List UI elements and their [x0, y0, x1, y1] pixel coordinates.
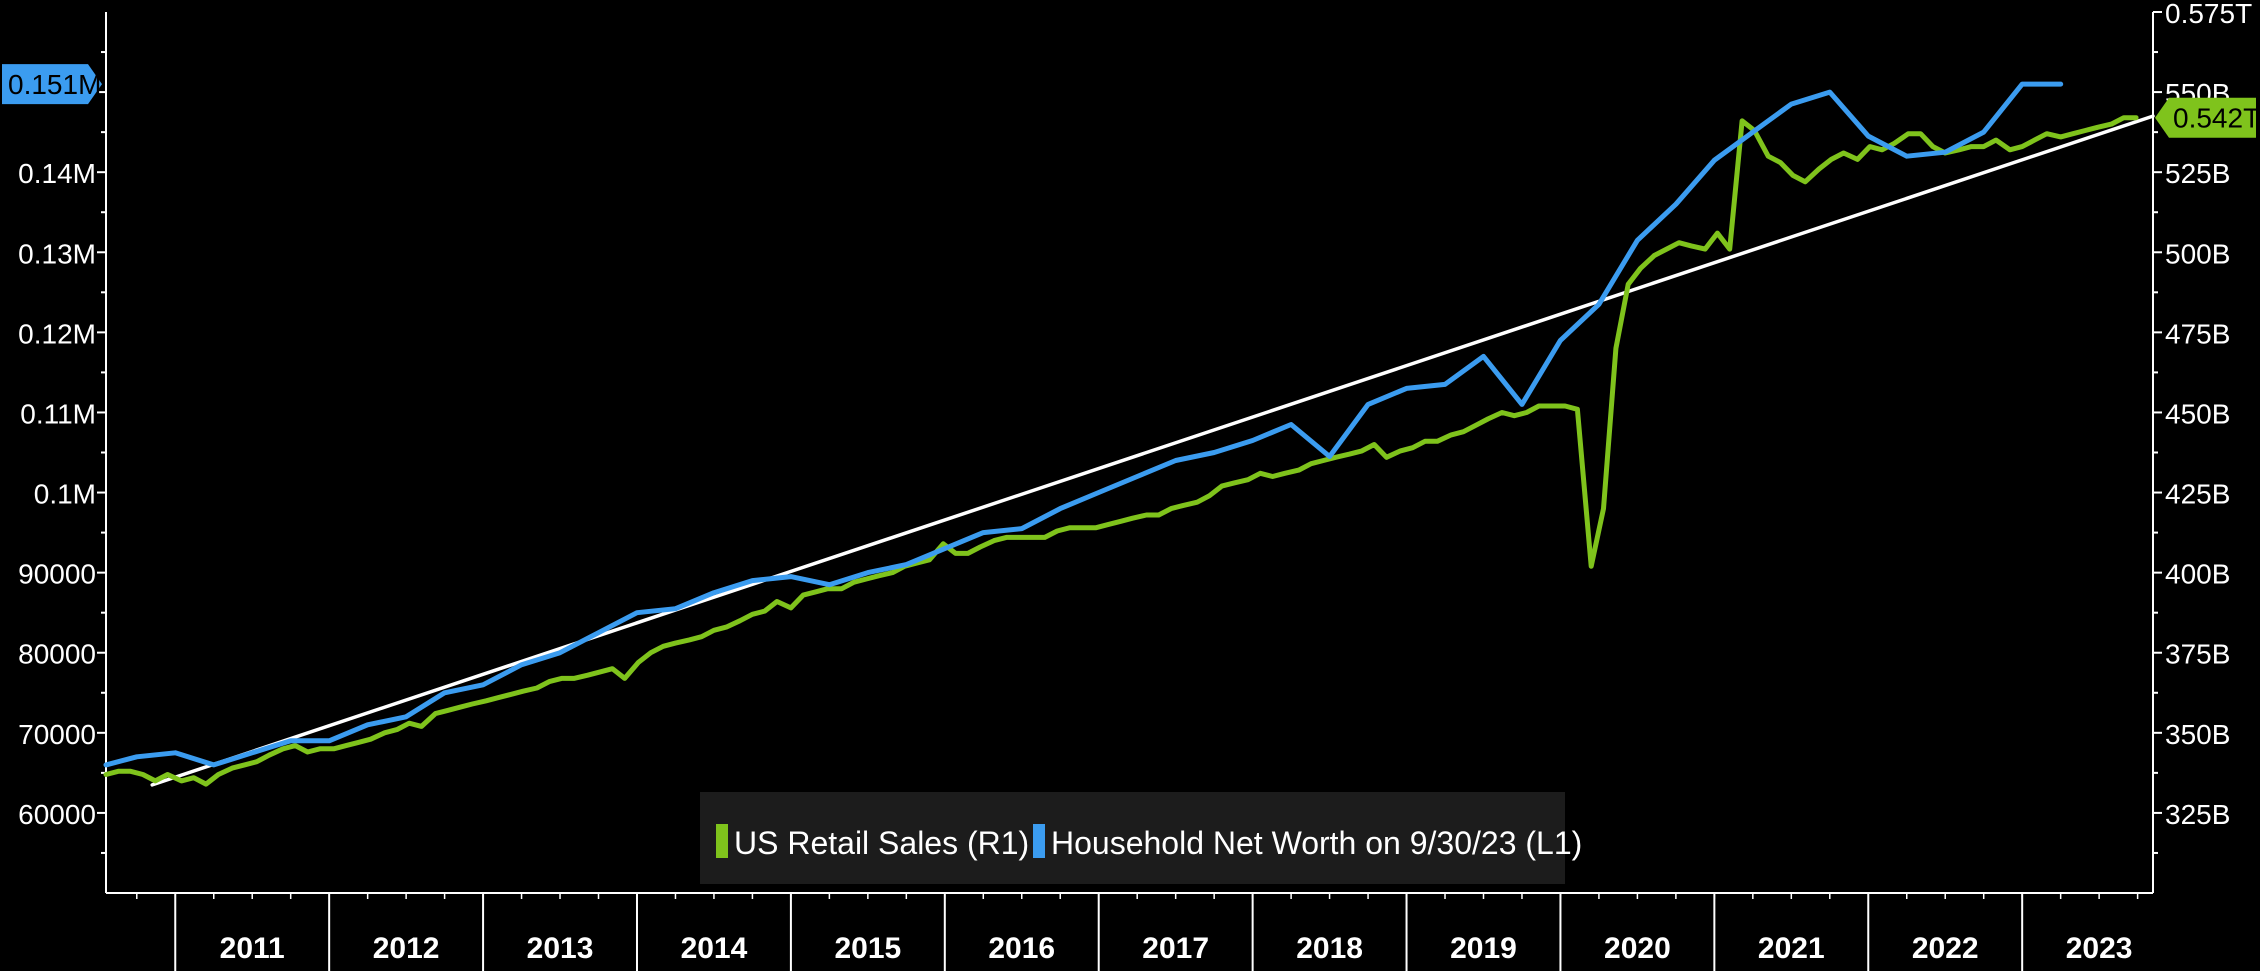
- legend-label-net-worth: Household Net Worth on 9/30/23 (L1): [1051, 825, 1582, 861]
- x-axis-tick-label: 2011: [220, 932, 285, 965]
- x-axis-tick-label: 2016: [988, 932, 1055, 965]
- left-axis-tick-label: 70000: [18, 719, 96, 750]
- trend-line: [150, 114, 2155, 787]
- right-last-value-badge: [2155, 97, 2256, 138]
- left-last-value-label: 0.151M: [8, 69, 101, 100]
- right-axis-tick-label: 375B: [2165, 639, 2230, 670]
- x-axis-tick-label: 2017: [1142, 932, 1209, 965]
- left-axis-tick-label: 0.11M: [20, 398, 96, 429]
- left-axis-tick-label: 0.13M: [18, 238, 96, 269]
- x-axis-tick-label: 2023: [2066, 932, 2133, 965]
- right-axis-tick-label: 500B: [2165, 238, 2230, 269]
- net-worth-line: [103, 81, 2064, 768]
- x-axis-tick-label: 2019: [1450, 932, 1517, 965]
- badge-layer: 0.151M 0.542T: [2, 64, 2260, 138]
- axes-layer: 60000 70000 80000 90000 0.1M 0.11M 0.12M 0.13M 0…: [18, 0, 2252, 971]
- left-axis-tick-label: 90000: [18, 559, 96, 590]
- x-axis-tick-label: 2013: [527, 932, 594, 965]
- x-axis-tick-label: 2022: [1912, 932, 1979, 965]
- legend-swatch-net-worth: [1033, 824, 1045, 858]
- x-axis-tick-label: 2018: [1296, 932, 1363, 965]
- right-last-value-label: 0.542T: [2173, 103, 2260, 134]
- right-axis-tick-label: 325B: [2165, 799, 2230, 830]
- x-axis-tick-label: 2015: [834, 932, 901, 965]
- right-axis-tick-label: 475B: [2165, 318, 2230, 349]
- left-axis-tick-label: 80000: [18, 639, 96, 670]
- right-axis-tick-label: 425B: [2165, 479, 2230, 510]
- x-axis-tick-label: 2020: [1604, 932, 1671, 965]
- left-axis-tick-label: 60000: [18, 799, 96, 830]
- x-axis-tick-label: 2021: [1758, 932, 1825, 965]
- legend-box: [700, 792, 1565, 884]
- left-last-value-badge: [2, 64, 102, 105]
- legend-swatch-retail-sales: [716, 824, 728, 858]
- right-axis-tick-label: 450B: [2165, 398, 2230, 429]
- x-axis-tick-label: 2014: [681, 932, 748, 965]
- right-axis-tick-label: 400B: [2165, 559, 2230, 590]
- left-axis-tick-label: 0.1M: [34, 479, 96, 510]
- right-axis-tick-label: 0.575T: [2165, 0, 2252, 29]
- right-axis-tick-label: 350B: [2165, 719, 2230, 750]
- retail-sales-line: [103, 115, 2139, 787]
- left-axis-tick-label: 0.12M: [18, 318, 96, 349]
- legend: US Retail Sales (R1) Household Net Worth …: [700, 792, 1582, 884]
- series-layer: [103, 81, 2155, 787]
- x-axis-tick-label: 2012: [373, 932, 440, 965]
- right-axis-tick-label: 525B: [2165, 158, 2230, 189]
- left-axis-tick-label: 0.14M: [18, 158, 96, 189]
- legend-label-retail-sales: US Retail Sales (R1): [734, 825, 1029, 861]
